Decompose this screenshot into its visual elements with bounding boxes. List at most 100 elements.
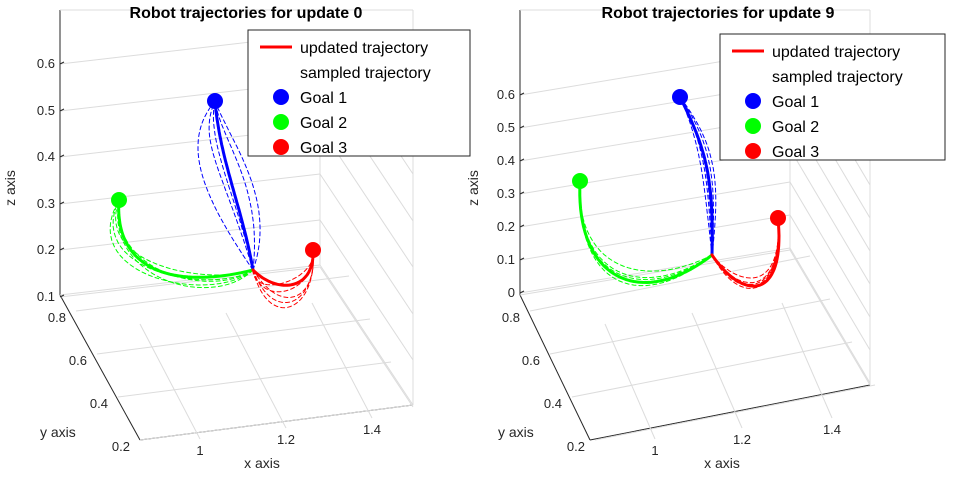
z-tick-mark bbox=[59, 247, 65, 251]
z-tick-mark bbox=[519, 125, 525, 129]
z-tick-mark bbox=[519, 158, 525, 162]
x-tick-label: 1.4 bbox=[823, 422, 841, 437]
z-tick-mark bbox=[59, 201, 65, 205]
x-axis-line bbox=[589, 384, 871, 441]
z-tick-label: 0.4 bbox=[37, 149, 55, 164]
y-tick-label: 0.6 bbox=[522, 353, 540, 368]
y-axis-line bbox=[59, 294, 141, 441]
legend-entry-label: Goal 2 bbox=[772, 119, 819, 136]
z-tick-label: 0.5 bbox=[497, 120, 515, 135]
legend-entry-label: Goal 3 bbox=[300, 140, 347, 157]
grid-line bbox=[519, 249, 791, 296]
z-tick-mark bbox=[519, 224, 525, 228]
y-tick-label: 0.4 bbox=[90, 396, 108, 411]
grid-line bbox=[319, 264, 414, 406]
y-tick-label: 0.8 bbox=[502, 310, 520, 325]
z-tick-label: 0.5 bbox=[37, 103, 55, 118]
z-tick-mark bbox=[519, 290, 525, 294]
y-tick-label: 0.6 bbox=[69, 353, 87, 368]
legend: updated trajectory sampled trajectory Goal… bbox=[719, 33, 946, 161]
legend-marker-swatch bbox=[273, 139, 289, 155]
grid-line bbox=[319, 266, 414, 408]
grid-line bbox=[519, 247, 791, 294]
goal-marker-2 bbox=[111, 192, 127, 208]
updated-trajectory-goal-3 bbox=[710, 216, 781, 288]
legend-marker-swatch bbox=[745, 143, 761, 159]
z-tick-mark bbox=[59, 154, 65, 158]
z-tick-label: 0.4 bbox=[497, 153, 515, 168]
goal-marker-1 bbox=[672, 89, 688, 105]
y-tick-label: 0.2 bbox=[112, 439, 130, 454]
grid-line bbox=[789, 214, 871, 351]
x-tick-label: 1 bbox=[196, 443, 203, 458]
z-tick-label: 0.6 bbox=[497, 87, 515, 102]
legend-entry-label: sampled trajectory bbox=[300, 65, 431, 82]
grid-line bbox=[789, 148, 871, 285]
z-tick-label: 0.2 bbox=[37, 242, 55, 257]
grid-line bbox=[789, 247, 871, 384]
legend-entry-label: Goal 3 bbox=[772, 144, 819, 161]
trajectories bbox=[578, 95, 781, 289]
z-tick-label: 0.1 bbox=[497, 252, 515, 267]
z-tick-label: 0.1 bbox=[37, 289, 55, 304]
sampled-trajectory-goal-1 bbox=[214, 100, 261, 271]
grid-line bbox=[311, 302, 373, 419]
sampled-trajectory-goal-1 bbox=[679, 96, 714, 256]
legend-marker-swatch bbox=[745, 93, 761, 109]
legend-entry-label: updated trajectory bbox=[772, 44, 900, 61]
updated-trajectory-goal-2 bbox=[117, 198, 255, 279]
grid-line bbox=[225, 312, 287, 429]
y-axis-line bbox=[519, 294, 591, 441]
grid-line bbox=[789, 249, 871, 386]
goal-marker-3 bbox=[305, 242, 321, 258]
goal-marker-2 bbox=[572, 173, 588, 189]
x-tick-label: 1 bbox=[651, 443, 658, 458]
sampled-trajectory-goal-2 bbox=[109, 199, 254, 286]
legend-entry-label: Goal 1 bbox=[300, 90, 347, 107]
legend-marker-swatch bbox=[273, 114, 289, 130]
grid-line bbox=[571, 341, 853, 398]
sampled-trajectory-goal-1 bbox=[214, 100, 255, 271]
x-axis-label: x axis bbox=[704, 455, 740, 471]
z-tick-mark bbox=[519, 92, 525, 96]
z-axis-label: z axis bbox=[465, 170, 481, 206]
sampled-trajectory-goal-2 bbox=[115, 199, 254, 276]
legend-entry-label: sampled trajectory bbox=[772, 69, 903, 86]
trajectories bbox=[109, 99, 315, 309]
grid-line bbox=[96, 318, 371, 355]
sampled-trajectory-goal-3 bbox=[252, 249, 314, 309]
grid-line bbox=[139, 404, 414, 441]
z-axis-label: z axis bbox=[2, 170, 18, 206]
grid-line bbox=[59, 173, 321, 205]
sampled-trajectory-goal-1 bbox=[679, 96, 713, 256]
sampled-trajectory-goal-1 bbox=[197, 100, 254, 271]
x-tick-label: 1.2 bbox=[733, 432, 751, 447]
updated-trajectory-goal-1 bbox=[678, 95, 714, 257]
y-tick-label: 0.4 bbox=[544, 396, 562, 411]
grid-line bbox=[549, 298, 831, 355]
grid-line bbox=[59, 266, 321, 298]
y-tick-label: 0.8 bbox=[48, 310, 66, 325]
sampled-trajectory-goal-3 bbox=[252, 249, 314, 304]
y-tick-label: 0.2 bbox=[567, 439, 585, 454]
legend-marker-swatch bbox=[273, 89, 289, 105]
legend-entry-label: Goal 1 bbox=[772, 94, 819, 111]
x-axis-label: x axis bbox=[244, 455, 280, 471]
grid-line bbox=[319, 173, 414, 315]
sampled-trajectory-goal-1 bbox=[679, 96, 717, 256]
legend-marker-swatch bbox=[745, 118, 761, 134]
grid-line bbox=[519, 181, 791, 228]
legend: updated trajectory sampled trajectory Goal… bbox=[247, 29, 471, 157]
grid-line bbox=[75, 275, 350, 312]
updated-trajectory-goal-3 bbox=[251, 248, 315, 287]
grid-line bbox=[781, 302, 833, 419]
grid-line bbox=[604, 323, 656, 440]
z-tick-mark bbox=[59, 61, 65, 65]
x-tick-label: 1.4 bbox=[363, 422, 381, 437]
goal-marker-3 bbox=[770, 210, 786, 226]
z-tick-label: 0 bbox=[508, 285, 515, 300]
z-tick-label: 0.2 bbox=[497, 219, 515, 234]
sampled-trajectory-goal-2 bbox=[117, 199, 254, 289]
z-tick-mark bbox=[59, 108, 65, 112]
chart-panel-2: Robot trajectories for update 9 0 0.1 0.2 0.… bbox=[465, 5, 946, 471]
